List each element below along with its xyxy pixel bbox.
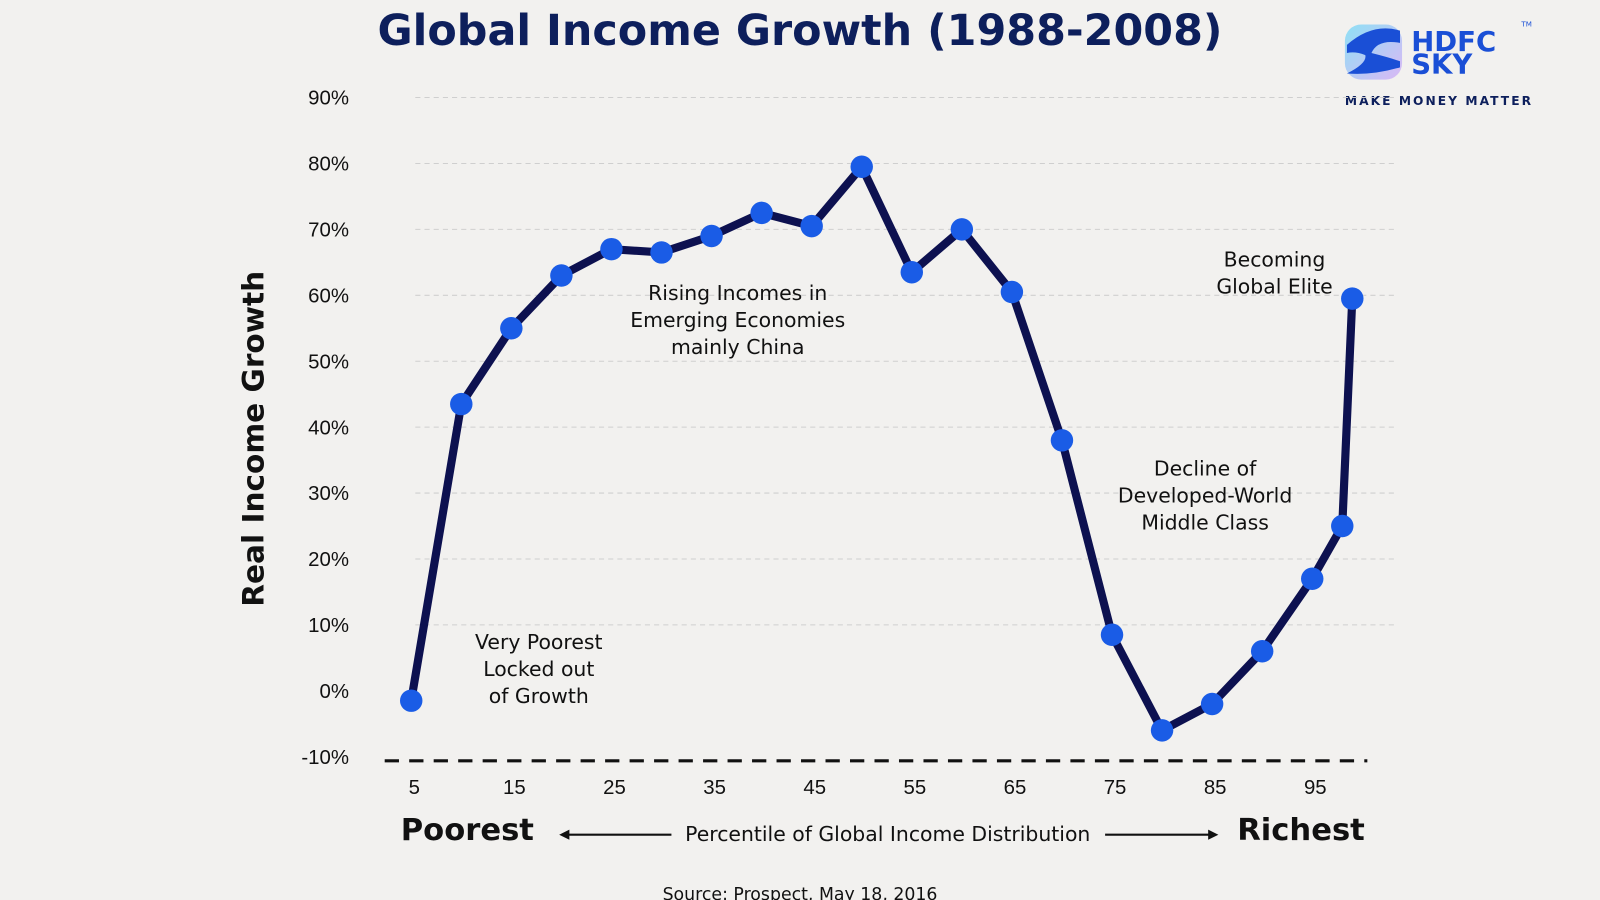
x-tick-label: 15 — [503, 777, 526, 799]
data-point — [1341, 287, 1364, 310]
data-point — [750, 201, 773, 225]
data-point — [500, 317, 523, 340]
y-tick-label: 70% — [308, 220, 349, 242]
x-tick-label: 55 — [904, 777, 927, 799]
y-tick-label: 90% — [308, 88, 349, 110]
data-point — [1050, 429, 1074, 452]
data-point — [950, 218, 974, 241]
data-point — [1301, 567, 1324, 590]
annotation: Rising Incomes in Emerging Economies mainl… — [630, 281, 845, 359]
annotation: Becoming Global Elite — [1216, 247, 1332, 298]
y-tick-label: 40% — [308, 417, 349, 439]
x-axis-label: Percentile of Global Income Distribution — [685, 822, 1090, 846]
brand-name-line1: HDFC — [1411, 26, 1496, 58]
brand-tm: TM — [1520, 20, 1532, 29]
x-tick-label: 35 — [703, 777, 726, 799]
series-markers — [400, 155, 1364, 742]
x-tick-label: 45 — [803, 777, 826, 799]
x-tick-label: 5 — [409, 777, 420, 799]
x-tick-label: 65 — [1004, 777, 1027, 799]
data-point — [1150, 719, 1174, 742]
data-point — [850, 155, 873, 178]
data-point — [600, 237, 623, 261]
data-point — [900, 261, 924, 284]
data-point — [800, 214, 823, 238]
brand-logo: HDFC SKY TM MAKE MONEY MATTER — [1344, 20, 1533, 108]
data-point — [650, 241, 673, 264]
data-point — [450, 392, 473, 416]
y-tick-label: 30% — [308, 483, 349, 505]
brand-name-line2: SKY — [1411, 48, 1473, 80]
x-tick-label: 85 — [1204, 777, 1227, 799]
y-tick-label: 10% — [308, 615, 349, 637]
y-tick-label: 60% — [308, 285, 349, 307]
data-point — [1331, 514, 1354, 538]
data-point — [550, 264, 573, 287]
data-point — [1100, 623, 1124, 647]
chart-title: Global Income Growth (1988-2008) — [378, 6, 1223, 56]
y-tick-label: 80% — [308, 154, 349, 176]
y-axis-label: Real Income Growth — [236, 271, 270, 607]
annotation: Very Poorest Locked out of Growth — [475, 630, 602, 708]
y-ticks: 90% 80% 70% 60% 50% 40% 30% 20% 10% 0% -10% — [301, 88, 349, 769]
x-tick-label: 95 — [1304, 777, 1327, 799]
annotation: Decline of Developed-World Middle Class — [1118, 457, 1292, 535]
right-arrow-icon — [1105, 829, 1219, 840]
x-tick-label: 25 — [603, 777, 626, 799]
y-tick-label: 20% — [308, 549, 349, 571]
x-right-label: Richest — [1237, 813, 1365, 848]
data-point — [1000, 280, 1024, 304]
annotations: Very Poorest Locked out of Growth Rising In… — [475, 247, 1333, 708]
x-ticks: 5 15 25 35 45 55 65 75 85 95 — [409, 777, 1327, 799]
grid — [384, 97, 1398, 763]
x-tick-label: 75 — [1104, 777, 1127, 799]
y-tick-label: 50% — [308, 351, 349, 373]
data-point — [1200, 692, 1224, 716]
data-point — [700, 224, 723, 248]
y-tick-label: -10% — [301, 747, 349, 769]
data-point — [1250, 640, 1274, 663]
x-left-label: Poorest — [401, 813, 534, 848]
y-tick-label: 0% — [319, 681, 348, 703]
brand-tagline: MAKE MONEY MATTER — [1345, 94, 1533, 108]
source-note: Source: Prospect, May 18, 2016 — [663, 885, 938, 900]
left-arrow-icon — [559, 829, 672, 840]
data-point — [400, 689, 423, 712]
